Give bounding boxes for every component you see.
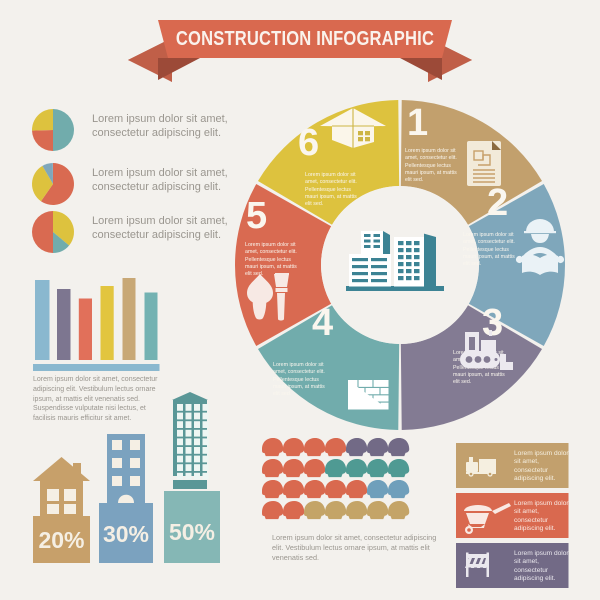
- svg-text:30%: 30%: [103, 521, 149, 547]
- svg-text:50%: 50%: [169, 519, 215, 545]
- svg-text:20%: 20%: [38, 527, 84, 553]
